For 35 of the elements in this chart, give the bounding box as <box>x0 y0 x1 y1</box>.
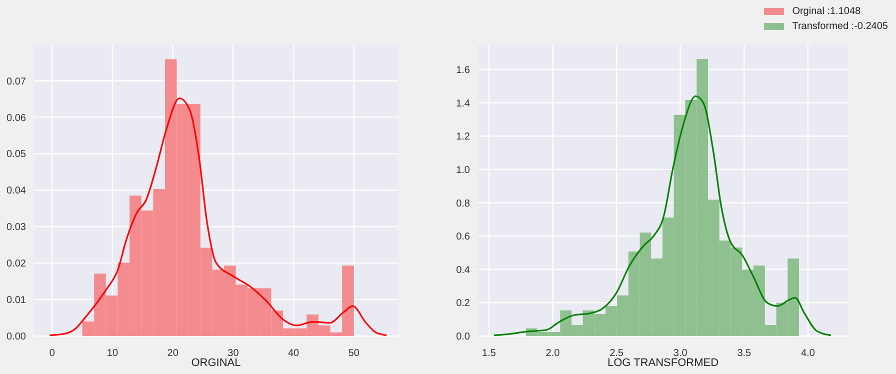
x-tick-label: 0 <box>49 348 56 359</box>
x-tick-label: 3.5 <box>737 348 752 359</box>
y-tick-label: 1.6 <box>456 65 470 76</box>
legend-label: Transformed :-0.2405 <box>792 21 888 32</box>
x-axis-title: LOG TRANSFORMED <box>607 357 719 369</box>
x-tick-label: 20 <box>167 348 179 359</box>
x-tick-label: 30 <box>228 348 240 359</box>
x-tick-label: 1.5 <box>482 348 496 359</box>
y-tick-label: 0.03 <box>6 222 26 234</box>
y-tick-label: 1.0 <box>456 164 470 176</box>
y-tick-label: 0.02 <box>6 258 26 270</box>
y-tick-label: 1.4 <box>456 98 470 110</box>
y-tick-label: 0.6 <box>456 232 470 243</box>
x-tick-label: 4.0 <box>800 348 816 359</box>
x-axis-title: ORGINAL <box>191 357 241 369</box>
y-tick-label: 0.07 <box>6 76 26 88</box>
line-series <box>493 95 832 336</box>
y-tick-label: 0.4 <box>456 264 470 276</box>
y-tick-label: 0.2 <box>456 298 470 310</box>
line-series <box>48 97 388 336</box>
y-tick-label: 1.2 <box>456 132 470 143</box>
y-tick-label: 0.04 <box>6 186 26 197</box>
x-tick-label: 50 <box>348 348 360 359</box>
y-tick-label: 0.01 <box>6 295 26 306</box>
x-tick-label: 2.5 <box>610 348 624 359</box>
x-tick-label: 3.0 <box>673 348 688 359</box>
y-tick-label: 0.0 <box>456 332 470 343</box>
x-tick-label: 10 <box>106 348 118 359</box>
y-tick-label: 0.8 <box>456 198 470 210</box>
y-tick-label: 0.06 <box>6 112 26 124</box>
y-tick-label: 0.00 <box>6 332 26 343</box>
legend-label: Orginal :1.1048 <box>792 6 861 17</box>
x-tick-label: 2.0 <box>546 348 560 359</box>
y-tick-label: 0.05 <box>6 149 26 160</box>
x-tick-label: 40 <box>288 348 300 359</box>
